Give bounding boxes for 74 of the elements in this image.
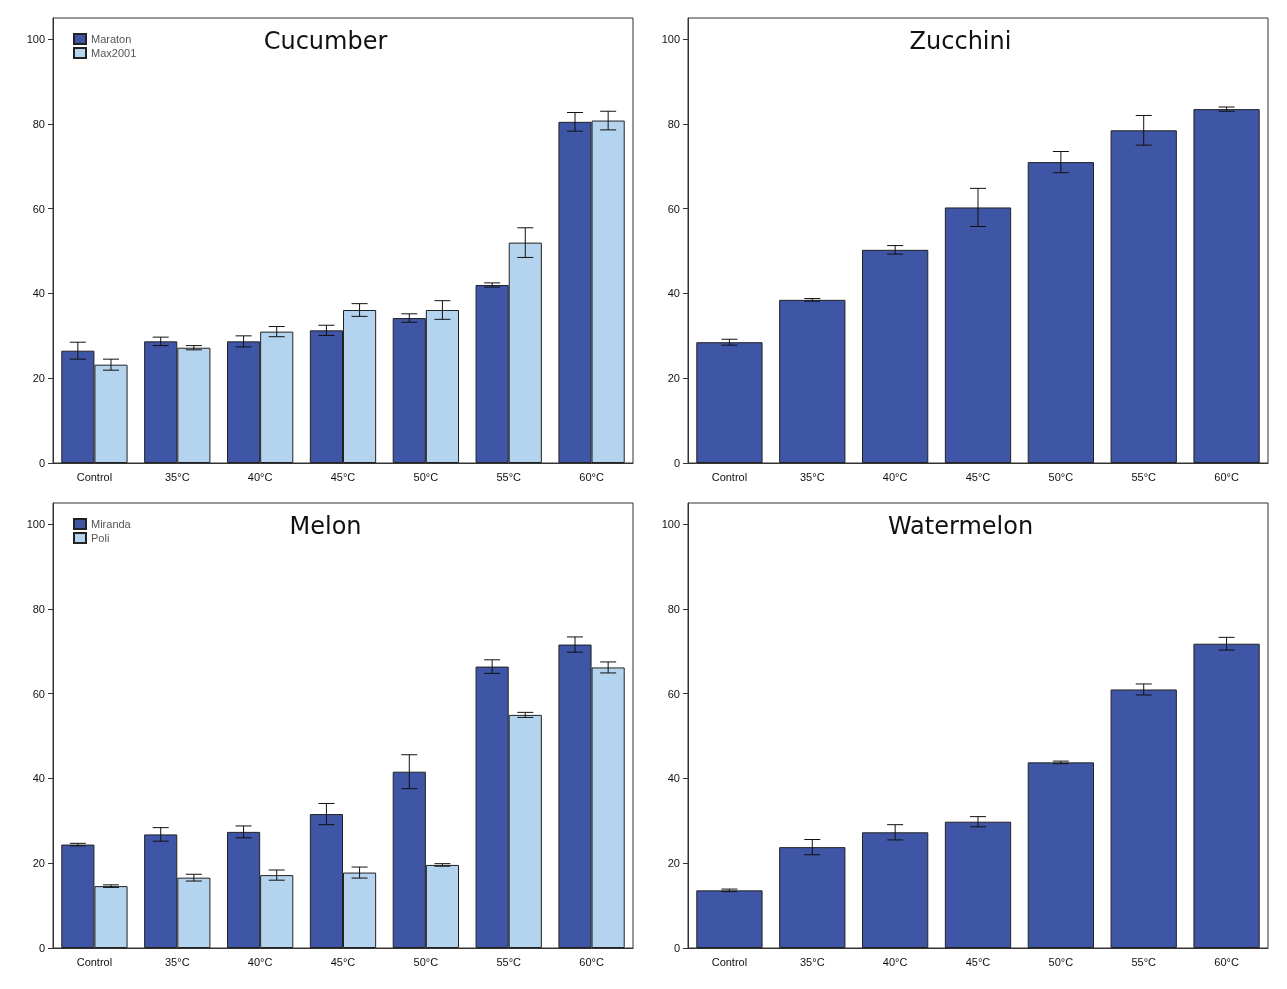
bar (944, 207, 1012, 463)
bar (696, 342, 763, 463)
x-tick-label: Control (711, 470, 748, 483)
y-tick-label: 80 (667, 602, 680, 615)
x-tick-label: 35°C (165, 470, 190, 483)
x-tick-label: 50°C (413, 955, 439, 968)
x-tick-label: 40°C (882, 470, 908, 483)
bar (862, 249, 929, 463)
y-tick-label: 20 (32, 857, 45, 870)
y-tick-label: 40 (32, 287, 45, 300)
bar (1193, 643, 1260, 948)
bar (779, 299, 846, 463)
x-tick-label: 50°C (1048, 470, 1074, 483)
x-tick-label: 55°C (496, 470, 522, 483)
x-tick-label: 35°C (165, 955, 190, 968)
y-tick-label: 60 (667, 687, 680, 700)
y-tick-label: 40 (667, 287, 680, 300)
y-tick-label: 20 (667, 372, 680, 385)
x-tick-label: Control (76, 470, 113, 483)
y-tick-label: 60 (667, 202, 680, 215)
x-tick-label: 45°C (965, 470, 991, 483)
x-tick-label: 40°C (882, 955, 908, 968)
legend-label: Miranda (91, 518, 132, 530)
y-tick-label: 80 (667, 117, 680, 130)
x-tick-label: 45°C (330, 470, 356, 483)
bar (1110, 689, 1177, 948)
x-tick-label: 50°C (413, 470, 439, 483)
x-tick-label: 55°C (496, 955, 522, 968)
y-tick-label: 0 (673, 942, 680, 954)
legend-label: Maraton (91, 33, 132, 45)
x-tick-label: 60°C (579, 470, 604, 483)
legend-label: Max2001 (91, 47, 137, 59)
chart-title: Melon (289, 512, 362, 540)
x-tick-label: Control (711, 955, 748, 968)
y-tick-label: 100 (661, 518, 680, 531)
x-tick-label: 60°C (1214, 955, 1239, 968)
y-tick-label: 0 (38, 942, 45, 954)
bar (1110, 130, 1177, 463)
bar (696, 890, 763, 948)
bar (1193, 109, 1260, 463)
y-tick-label: 100 (26, 33, 45, 46)
y-tick-label: 100 (26, 518, 45, 531)
x-tick-label: 45°C (965, 955, 991, 968)
y-tick-label: 60 (32, 202, 45, 215)
y-tick-label: 40 (32, 772, 45, 785)
y-tick-label: 60 (32, 687, 45, 700)
x-tick-label: 55°C (1131, 955, 1157, 968)
bar (779, 847, 846, 948)
x-tick-label: 50°C (1048, 955, 1074, 968)
y-tick-label: 80 (32, 117, 45, 130)
bar (1027, 162, 1094, 463)
bar (1027, 762, 1094, 948)
x-tick-label: 60°C (579, 955, 604, 968)
chart-title: Watermelon (887, 512, 1034, 540)
bar (944, 821, 1012, 948)
x-tick-label: 40°C (247, 955, 273, 968)
x-tick-label: 35°C (800, 470, 825, 483)
y-tick-label: 100 (661, 33, 680, 46)
x-tick-label: 60°C (1214, 470, 1239, 483)
y-tick-label: 20 (32, 372, 45, 385)
chart-title: Zucchini (909, 27, 1012, 55)
x-tick-label: 55°C (1131, 470, 1157, 483)
x-tick-label: 45°C (330, 955, 356, 968)
x-tick-label: 35°C (800, 955, 825, 968)
y-tick-label: 0 (38, 457, 45, 469)
chart-title: Cucumber (263, 27, 388, 55)
y-tick-label: 0 (673, 457, 680, 469)
x-tick-label: Control (76, 955, 113, 968)
bar (862, 832, 929, 948)
y-tick-label: 20 (667, 857, 680, 870)
y-tick-label: 80 (32, 602, 45, 615)
legend-label: Poli (91, 532, 110, 544)
y-tick-label: 40 (667, 772, 680, 785)
x-tick-label: 40°C (247, 470, 273, 483)
